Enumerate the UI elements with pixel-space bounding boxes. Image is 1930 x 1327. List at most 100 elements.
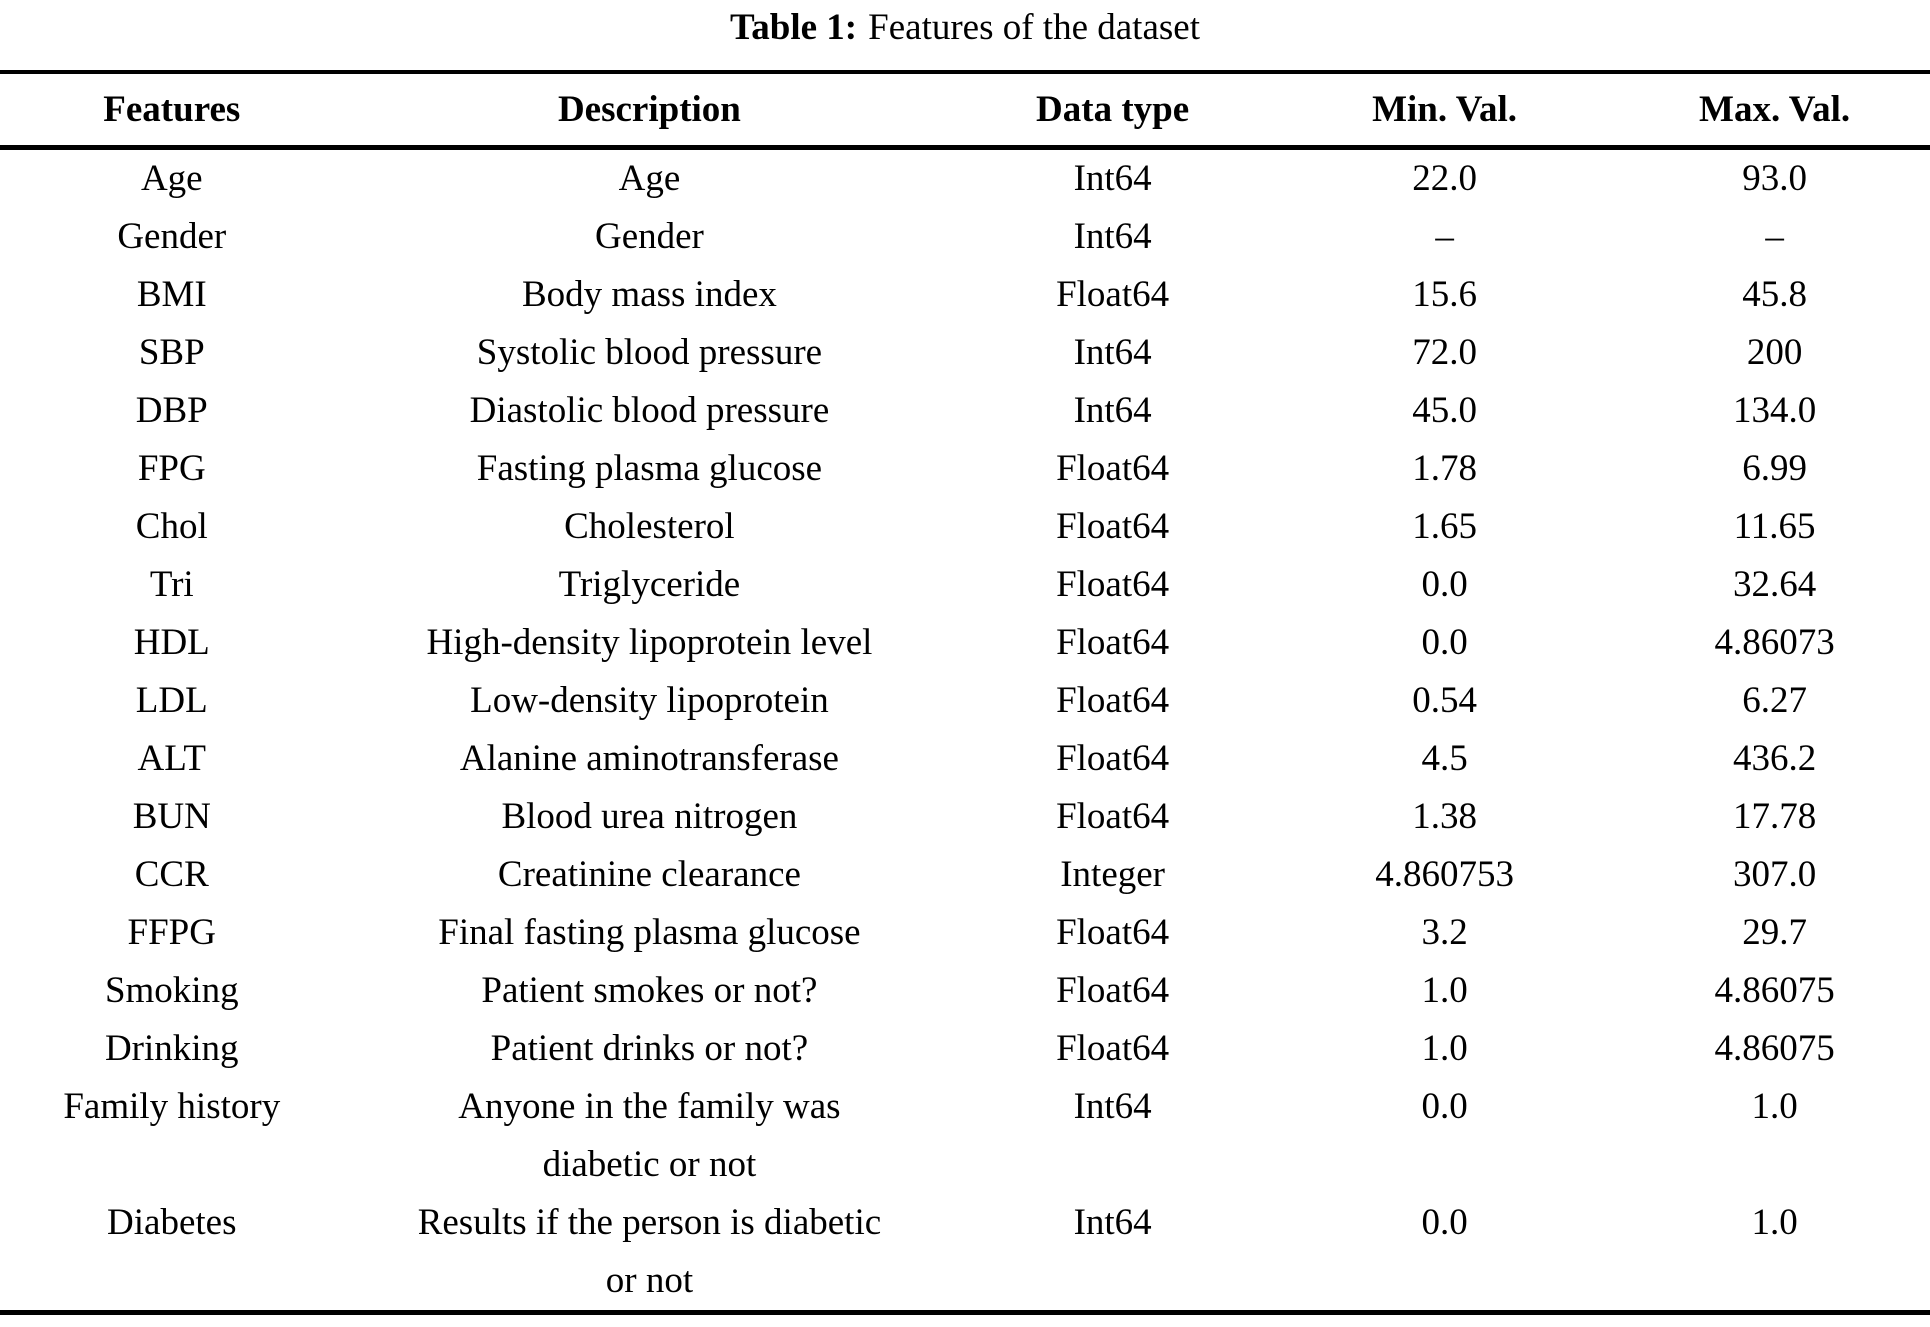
column-header-description: Description bbox=[557, 89, 741, 130]
description-cell: Cholesterol bbox=[564, 506, 735, 547]
table-bottom-rule bbox=[0, 1310, 1930, 1315]
data-type-cell: Float64 bbox=[1056, 622, 1170, 663]
description-cell: Body mass index bbox=[521, 274, 777, 315]
feature-name-cell: Chol bbox=[135, 506, 208, 547]
max-value-cell: 45.8 bbox=[1742, 274, 1807, 315]
table-row: FFPG Final fasting plasma glucose Float6… bbox=[0, 904, 1930, 962]
description-cell: Creatinine clearance bbox=[497, 854, 801, 895]
column-header-min-val: Min. Val. bbox=[1372, 89, 1518, 130]
table-row: BUN Blood urea nitrogen Float64 1.38 17.… bbox=[0, 788, 1930, 846]
max-value-cell: 4.86075 bbox=[1714, 1028, 1835, 1069]
description-cell: Fasting plasma glucose bbox=[476, 448, 823, 489]
description-cell: Diastolic blood pressure bbox=[469, 390, 830, 431]
feature-name-cell: Age bbox=[140, 158, 203, 199]
max-value-cell: 4.86075 bbox=[1714, 970, 1835, 1011]
max-value-cell: 6.27 bbox=[1742, 680, 1807, 721]
data-type-cell: Int64 bbox=[1073, 158, 1152, 199]
description-cell: Low-density lipoprotein bbox=[470, 680, 829, 721]
table-row: Chol Cholesterol Float64 1.65 11.65 bbox=[0, 498, 1930, 556]
table-row: FPG Fasting plasma glucose Float64 1.78 … bbox=[0, 440, 1930, 498]
min-value-cell: 1.65 bbox=[1412, 506, 1477, 547]
table-row: Gender Gender Int64 – – bbox=[0, 208, 1930, 266]
table-row: CCR Creatinine clearance Integer 4.86075… bbox=[0, 846, 1930, 904]
data-type-cell: Float64 bbox=[1056, 506, 1170, 547]
data-type-cell: Float64 bbox=[1056, 796, 1170, 837]
min-value-cell: 0.0 bbox=[1421, 622, 1468, 663]
min-value-cell: 0.0 bbox=[1421, 564, 1468, 605]
max-value-cell: – bbox=[1765, 216, 1784, 257]
description-cell: Age bbox=[618, 158, 681, 199]
min-value-cell: 1.0 bbox=[1421, 970, 1468, 1011]
min-value-cell: – bbox=[1435, 216, 1454, 257]
feature-name-cell: CCR bbox=[134, 854, 209, 895]
table-row: Age Age Int64 22.0 93.0 bbox=[0, 150, 1930, 208]
min-value-cell: 0.0 bbox=[1421, 1086, 1468, 1127]
description-cell: Gender bbox=[594, 216, 704, 257]
min-value-cell: 0.54 bbox=[1412, 680, 1477, 721]
max-value-cell: 1.0 bbox=[1751, 1202, 1798, 1243]
description-cell: Triglyceride bbox=[558, 564, 741, 605]
table-header-rule bbox=[0, 145, 1930, 150]
min-value-cell: 72.0 bbox=[1412, 332, 1477, 373]
table-caption: Table 1: Features of the dataset bbox=[0, 0, 1930, 70]
max-value-cell: 17.78 bbox=[1732, 796, 1817, 837]
table-row: LDL Low-density lipoprotein Float64 0.54… bbox=[0, 672, 1930, 730]
table-row: HDL High-density lipoprotein level Float… bbox=[0, 614, 1930, 672]
data-type-cell: Float64 bbox=[1056, 970, 1170, 1011]
feature-name-cell: Gender bbox=[117, 216, 227, 257]
data-type-cell: Int64 bbox=[1073, 332, 1152, 373]
feature-name-cell: Tri bbox=[149, 564, 194, 605]
feature-name-cell: DBP bbox=[135, 390, 208, 431]
min-value-cell: 4.5 bbox=[1421, 738, 1468, 779]
feature-name-cell: BMI bbox=[136, 274, 207, 315]
table-row: DBP Diastolic blood pressure Int64 45.0 … bbox=[0, 382, 1930, 440]
column-header-data-type: Data type bbox=[1036, 89, 1190, 130]
table-caption-text: Features of the dataset bbox=[868, 7, 1200, 48]
max-value-cell: 200 bbox=[1746, 332, 1803, 373]
max-value-cell: 134.0 bbox=[1732, 390, 1817, 431]
min-value-cell: 15.6 bbox=[1412, 274, 1477, 315]
max-value-cell: 93.0 bbox=[1742, 158, 1807, 199]
data-type-cell: Float64 bbox=[1056, 738, 1170, 779]
table-header-row: Features Description Data type Min. Val.… bbox=[0, 74, 1930, 145]
data-type-cell: Integer bbox=[1060, 854, 1165, 895]
table-top-rule bbox=[0, 70, 1930, 74]
description-cell: Patient drinks or not? bbox=[490, 1028, 809, 1069]
table-row: BMI Body mass index Float64 15.6 45.8 bbox=[0, 266, 1930, 324]
data-type-cell: Float64 bbox=[1056, 1028, 1170, 1069]
description-cell: Results if the person is diabetic or not bbox=[417, 1202, 882, 1301]
feature-name-cell: ALT bbox=[137, 738, 207, 779]
description-cell: Anyone in the family was diabetic or not bbox=[458, 1086, 841, 1185]
table-row: Tri Triglyceride Float64 0.0 32.64 bbox=[0, 556, 1930, 614]
min-value-cell: 1.38 bbox=[1412, 796, 1477, 837]
max-value-cell: 4.86073 bbox=[1714, 622, 1835, 663]
max-value-cell: 11.65 bbox=[1733, 506, 1816, 547]
data-type-cell: Float64 bbox=[1056, 680, 1170, 721]
feature-name-cell: Diabetes bbox=[107, 1202, 237, 1243]
table-row: Drinking Patient drinks or not? Float64 … bbox=[0, 1020, 1930, 1078]
max-value-cell: 32.64 bbox=[1732, 564, 1817, 605]
feature-name-cell: FPG bbox=[137, 448, 206, 489]
feature-name-cell: Family history bbox=[63, 1086, 281, 1127]
min-value-cell: 1.78 bbox=[1412, 448, 1477, 489]
table-row: Diabetes Results if the person is diabet… bbox=[0, 1194, 1930, 1310]
min-value-cell: 0.0 bbox=[1421, 1202, 1468, 1243]
feature-name-cell: Smoking bbox=[104, 970, 239, 1011]
data-type-cell: Int64 bbox=[1073, 390, 1152, 431]
feature-name-cell: LDL bbox=[135, 680, 208, 721]
description-cell: Systolic blood pressure bbox=[476, 332, 823, 373]
min-value-cell: 1.0 bbox=[1421, 1028, 1468, 1069]
table-body: Age Age Int64 22.0 93.0 Gender Gender In… bbox=[0, 150, 1930, 1310]
feature-name-cell: FFPG bbox=[127, 912, 216, 953]
data-type-cell: Float64 bbox=[1056, 274, 1170, 315]
feature-name-cell: HDL bbox=[133, 622, 210, 663]
description-cell: Blood urea nitrogen bbox=[501, 796, 798, 837]
feature-name-cell: BUN bbox=[132, 796, 211, 837]
max-value-cell: 436.2 bbox=[1732, 738, 1817, 779]
min-value-cell: 22.0 bbox=[1412, 158, 1477, 199]
description-cell: Alanine aminotransferase bbox=[459, 738, 839, 779]
feature-name-cell: SBP bbox=[138, 332, 205, 373]
max-value-cell: 6.99 bbox=[1742, 448, 1807, 489]
feature-name-cell: Drinking bbox=[104, 1028, 239, 1069]
